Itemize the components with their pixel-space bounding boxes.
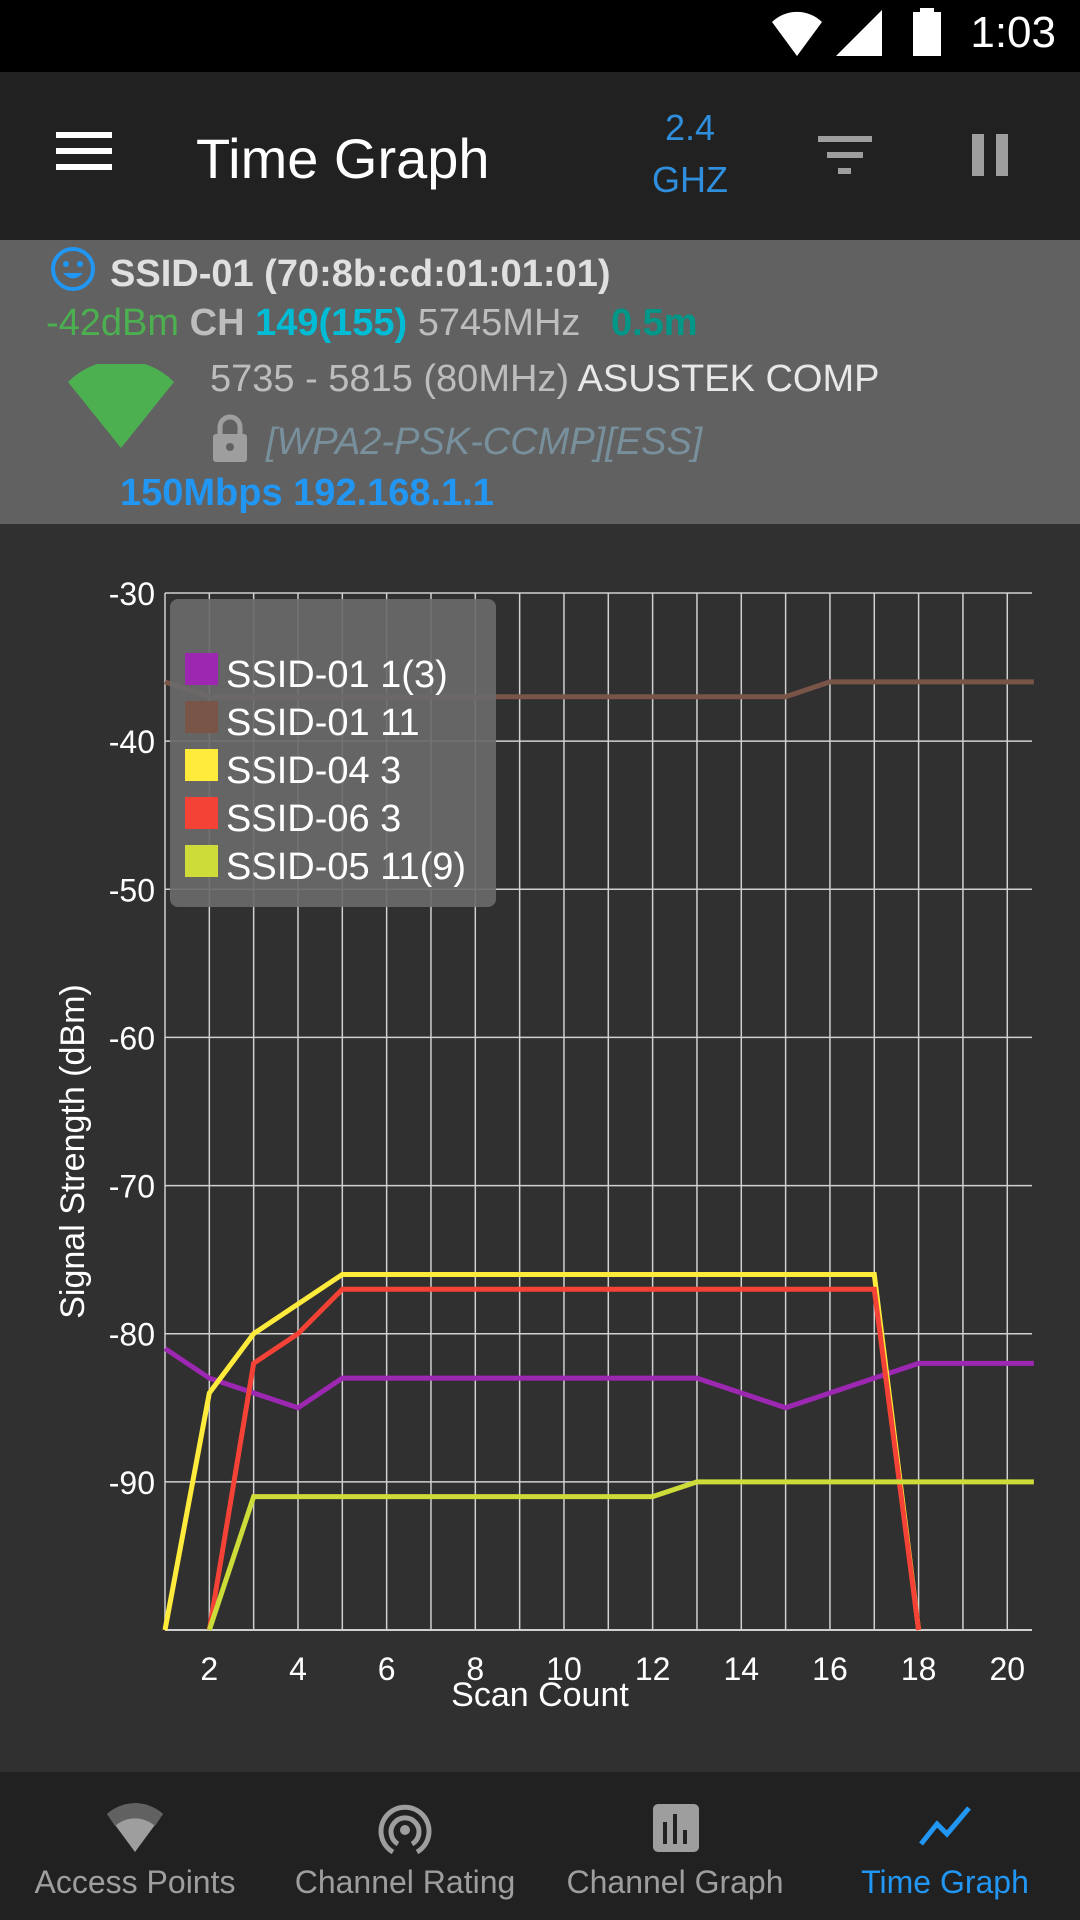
frequency: 5745MHz <box>417 302 581 344</box>
nav-label: Channel Graph <box>566 1864 784 1900</box>
ssid-bssid: SSID-01 (70:8b:cd:01:01:01) <box>110 253 611 295</box>
y-tick-label: -80 <box>109 1317 155 1353</box>
nav-time-graph[interactable]: Time Graph <box>810 1772 1080 1920</box>
ap-signal-row: -42dBm CH 149(155) 5745MHz 0.5m <box>46 302 698 345</box>
y-axis-label: Signal Strength (dBm) <box>54 984 92 1319</box>
pause-icon <box>972 134 1008 176</box>
pause-button[interactable] <box>960 124 1020 184</box>
y-tick-label: -40 <box>109 724 155 760</box>
link-info: 150Mbps 192.168.1.1 <box>120 472 494 514</box>
legend-swatch <box>185 653 218 685</box>
legend-label: SSID-01 11 <box>226 702 420 744</box>
x-tick-label: 6 <box>378 1651 396 1687</box>
cellular-signal-icon <box>836 10 882 56</box>
ap-range-row: 5735 - 5815 (80MHz) ASUSTEK COMP <box>210 358 880 401</box>
lock-icon <box>213 414 247 462</box>
nav-channel-graph[interactable]: Channel Graph <box>540 1772 810 1920</box>
band-toggle-button[interactable]: 2.4 GHZ <box>640 102 740 212</box>
security: [WPA2-PSK-CCMP][ESS] <box>266 421 703 463</box>
y-tick-label: -50 <box>109 872 155 908</box>
legend-swatch <box>185 797 218 829</box>
nav-label: Time Graph <box>861 1864 1029 1900</box>
menu-button[interactable] <box>40 124 120 184</box>
band-unit: GHZ <box>652 159 728 200</box>
y-tick-label: -70 <box>109 1169 155 1205</box>
series-line <box>163 1346 1034 1411</box>
filter-icon <box>818 136 872 174</box>
x-tick-label: 20 <box>989 1651 1025 1687</box>
x-tick-label: 8 <box>466 1651 484 1687</box>
ap-title-row: SSID-01 (70:8b:cd:01:01:01) <box>50 246 611 296</box>
band-value: 2.4 <box>664 107 716 148</box>
frequency-range: 5735 - 5815 (80MHz) <box>210 358 570 400</box>
legend-label: SSID-06 3 <box>226 798 401 840</box>
legend-label: SSID-04 3 <box>226 750 401 792</box>
timeline-icon <box>919 1806 971 1846</box>
ap-security-row: [WPA2-PSK-CCMP][ESS] <box>210 414 702 464</box>
legend-label: SSID-01 1(3) <box>226 654 448 696</box>
x-tick-label: 4 <box>289 1651 307 1687</box>
wifi-icon <box>107 1803 163 1852</box>
x-tick-label: 18 <box>901 1651 937 1687</box>
signal-rating-icon <box>378 1804 432 1854</box>
series-line <box>206 1286 922 1631</box>
app-bar: Time Graph 2.4 GHZ <box>0 72 1080 240</box>
y-tick-label: -60 <box>109 1020 155 1056</box>
page-title: Time Graph <box>196 127 490 190</box>
wifi-strength-icon <box>68 364 174 448</box>
legend-swatch <box>185 701 218 733</box>
bottom-navigation: Access Points Channel Rating Channel Gra… <box>0 1772 1080 1920</box>
x-tick-label: 2 <box>200 1651 218 1687</box>
bar-chart-icon <box>653 1804 699 1852</box>
distance: 0.5m <box>610 302 698 344</box>
nav-access-points[interactable]: Access Points <box>0 1772 270 1920</box>
battery-icon <box>913 8 941 56</box>
x-tick-label: 12 <box>635 1651 671 1687</box>
signal-strength: -42dBm <box>46 302 180 344</box>
legend-swatch <box>185 845 218 877</box>
channel-label: CH <box>189 302 245 344</box>
chart-plot[interactable]: -30 -40 -50 -60 -70 -80 -90 2 4 6 8 10 12 14 16 18 20 Sca… <box>0 524 1080 1772</box>
chart-legend <box>170 599 496 907</box>
series-line <box>206 1479 1034 1631</box>
y-tick-label: -30 <box>109 576 155 612</box>
x-tick-label: 16 <box>812 1651 848 1687</box>
x-tick-label: 14 <box>723 1651 759 1687</box>
access-point-details[interactable]: SSID-01 (70:8b:cd:01:01:01) -42dBm CH 14… <box>0 240 1080 524</box>
x-axis-label: Scan Count <box>451 1676 629 1714</box>
wifi-icon <box>772 11 822 56</box>
legend-swatch <box>185 749 218 781</box>
time-graph-chart[interactable]: -30 -40 -50 -60 -70 -80 -90 2 4 6 8 10 12 14 16 18 20 Sca… <box>0 524 1080 1772</box>
series-line <box>162 1271 922 1631</box>
nav-channel-rating[interactable]: Channel Rating <box>270 1772 540 1920</box>
vendor: ASUSTEK COMP <box>577 358 880 400</box>
clock: 1:03 <box>970 8 1056 57</box>
filter-button[interactable] <box>810 122 880 192</box>
nav-label: Channel Rating <box>294 1864 516 1900</box>
x-tick-label: 10 <box>546 1651 582 1687</box>
channel-value: 149(155) <box>255 302 408 344</box>
nav-label: Access Points <box>34 1864 236 1900</box>
legend-label: SSID-05 11(9) <box>226 846 466 888</box>
status-bar: 1:03 <box>0 0 1080 72</box>
y-tick-label: -90 <box>109 1465 155 1501</box>
connected-smiley-icon <box>51 247 95 291</box>
